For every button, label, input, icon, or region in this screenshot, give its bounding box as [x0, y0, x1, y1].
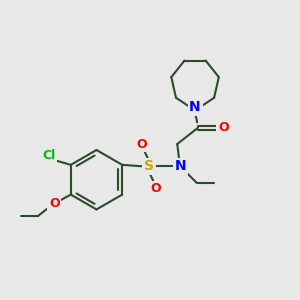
- Text: O: O: [218, 121, 229, 134]
- Text: S: S: [144, 159, 154, 173]
- Text: Cl: Cl: [42, 149, 56, 162]
- Text: N: N: [174, 159, 186, 173]
- Text: N: N: [189, 100, 201, 114]
- Text: O: O: [137, 138, 148, 151]
- Text: O: O: [151, 182, 161, 195]
- Text: O: O: [49, 197, 60, 210]
